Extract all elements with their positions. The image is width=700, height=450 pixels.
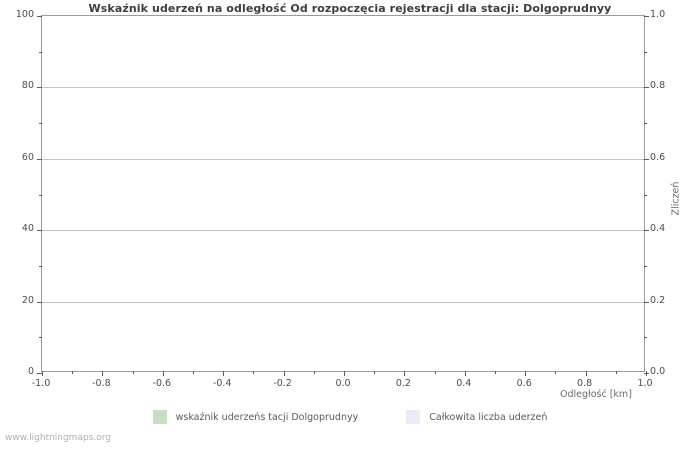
- x-tick-label: -0.2: [273, 378, 292, 389]
- y-tick-left-minor: [39, 51, 42, 53]
- y-tick-left-minor: [39, 194, 42, 196]
- x-tick: [525, 371, 527, 376]
- y-tick-label-right: 0.4: [650, 223, 666, 235]
- x-tick-minor: [72, 371, 74, 374]
- y-tick-left-minor: [39, 123, 42, 125]
- y-tick-left-minor: [39, 337, 42, 339]
- y-tick-right-minor: [644, 123, 647, 125]
- x-tick: [585, 371, 587, 376]
- legend-item-label: Całkowita liczba uderzeń: [429, 411, 548, 423]
- y-tick-left: [37, 230, 42, 232]
- x-tick: [102, 371, 104, 376]
- x-tick-label: -0.6: [152, 378, 172, 389]
- x-tick: [162, 371, 164, 376]
- y-axis-label-right: Zliczeń: [670, 181, 682, 216]
- x-tick: [283, 371, 285, 376]
- gridline-horizontal: [42, 301, 644, 303]
- x-tick: [646, 371, 647, 376]
- x-tick-minor: [434, 371, 436, 374]
- y-tick-label-right: 0.8: [650, 80, 666, 92]
- legend-item-label: wskaźnik uderzeńs tacji Dolgoprudnyy: [175, 411, 359, 423]
- y-tick-label-left: 100: [15, 9, 34, 20]
- y-tick-label-right: 0.6: [650, 151, 666, 163]
- x-tick-minor: [555, 371, 557, 374]
- y-tick-right-minor: [644, 51, 647, 53]
- legend-item-strike-rate[interactable]: wskaźnik uderzeńs tacji Dolgoprudnyy: [152, 410, 359, 424]
- x-tick-minor: [615, 371, 617, 374]
- x-tick-minor: [495, 371, 496, 374]
- x-tick-label: -0.8: [92, 378, 111, 389]
- x-tick-label: -0.4: [212, 378, 232, 389]
- x-tick: [404, 371, 406, 376]
- y-tick-right: [644, 87, 649, 89]
- y-tick-left: [37, 373, 42, 374]
- x-axis-label: Odległość [km]: [560, 389, 632, 400]
- gridline-horizontal: [42, 158, 644, 160]
- x-tick: [223, 371, 225, 376]
- x-tick-label: 0.4: [456, 378, 472, 389]
- y-tick-left: [37, 301, 42, 303]
- y-tick-right-minor: [644, 337, 647, 339]
- y-tick-label-right: 0.0: [650, 366, 666, 377]
- page-title: Wskaźnik uderzeń na odległość Od rozpocz…: [88, 2, 612, 15]
- y-tick-label-left: 20: [21, 294, 34, 306]
- x-tick-minor: [193, 371, 194, 374]
- x-tick-label: -1.0: [31, 378, 51, 389]
- x-tick: [464, 371, 466, 376]
- x-tick-label: 0.6: [516, 378, 532, 389]
- y-tick-label-right: 0.2: [650, 294, 666, 306]
- x-tick-label: 1.0: [637, 378, 653, 389]
- legend-swatch-icon: [406, 410, 421, 424]
- gridline-horizontal: [42, 87, 644, 89]
- x-tick: [42, 371, 43, 376]
- y-tick-right: [644, 301, 649, 303]
- y-tick-left-minor: [39, 265, 42, 267]
- legend-item-total-strikes[interactable]: Całkowita liczba uderzeń: [406, 410, 547, 424]
- y-tick-right-minor: [644, 194, 647, 196]
- y-tick-left: [37, 87, 42, 89]
- y-tick-label-left: 60: [21, 151, 34, 163]
- y-tick-left: [37, 16, 42, 17]
- x-tick-minor: [132, 371, 134, 374]
- y-tick-right: [644, 230, 649, 232]
- x-tick: [344, 371, 345, 376]
- y-tick-right: [644, 158, 649, 160]
- chart-legend: wskaźnik uderzeńs tacji Dolgoprudnyy Cał…: [0, 410, 700, 424]
- y-tick-right: [644, 16, 649, 17]
- watermark: www.lightningmaps.org: [5, 433, 111, 443]
- y-tick-left: [37, 158, 42, 160]
- plot-area: [37, 15, 649, 376]
- x-tick-label: 0.0: [335, 378, 351, 389]
- y-tick-label-right: 1.0: [650, 9, 666, 20]
- y-tick-label-left: 40: [21, 223, 34, 235]
- y-tick-label-left: 80: [21, 80, 34, 92]
- legend-swatch-icon: [152, 410, 167, 424]
- x-tick-minor: [253, 371, 255, 374]
- y-tick-right-minor: [644, 265, 647, 267]
- x-tick-label: 0.2: [395, 378, 411, 389]
- x-tick-label: 0.8: [577, 378, 593, 389]
- y-tick-label-left: 0: [27, 366, 34, 377]
- gridline-horizontal: [42, 230, 644, 232]
- x-tick-minor: [313, 371, 315, 374]
- x-tick-minor: [374, 371, 376, 374]
